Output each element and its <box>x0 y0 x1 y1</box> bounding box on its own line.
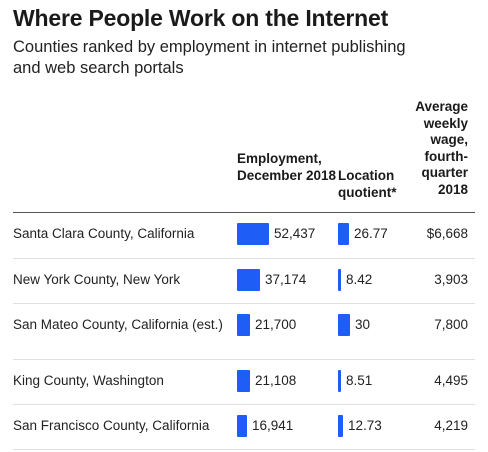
employment-value: 37,174 <box>265 272 307 287</box>
row-divider <box>13 258 475 259</box>
employment-bar <box>237 370 250 392</box>
wage-column-header: Average weekly wage, fourth-quarter 2018 <box>415 99 468 197</box>
location-quotient-bar <box>338 314 350 336</box>
wage-value: 4,495 <box>434 373 468 388</box>
employment-value: 16,941 <box>252 418 294 433</box>
county-name: San Mateo County, California (est.) <box>13 317 223 332</box>
wage-value: 4,219 <box>434 418 468 433</box>
employment-bar <box>237 314 250 336</box>
employment-value: 21,700 <box>255 317 297 332</box>
location-quotient-column-header: Location quotient* <box>338 168 397 200</box>
employment-bar <box>237 269 260 291</box>
location-quotient-value: 12.73 <box>348 418 382 433</box>
wage-value: $6,668 <box>426 226 468 241</box>
location-quotient-value: 8.42 <box>346 272 373 287</box>
row-divider <box>13 449 475 450</box>
employment-bar <box>237 223 269 245</box>
chart-subtitle: Counties ranked by employment in interne… <box>13 38 406 77</box>
county-name: King County, Washington <box>13 373 164 388</box>
employment-value: 52,437 <box>274 226 316 241</box>
location-quotient-value: 8.51 <box>346 373 373 388</box>
location-quotient-value: 26.77 <box>354 226 388 241</box>
county-name: Santa Clara County, California <box>13 226 195 241</box>
header-rule <box>13 212 475 213</box>
employment-value: 21,108 <box>255 373 297 388</box>
location-quotient-bar <box>338 223 349 245</box>
wage-value: 7,800 <box>434 317 468 332</box>
chart-title: Where People Work on the Internet <box>13 5 389 31</box>
location-quotient-value: 30 <box>355 317 371 332</box>
county-name: San Francisco County, California <box>13 418 210 433</box>
employment-bar <box>237 415 247 437</box>
row-divider <box>13 303 475 304</box>
location-quotient-bar <box>338 269 341 291</box>
row-divider <box>13 359 475 360</box>
location-quotient-bar <box>338 370 341 392</box>
employment-column-header: Employment, December 2018 <box>237 151 337 183</box>
county-name: New York County, New York <box>13 272 181 287</box>
row-divider <box>13 404 475 405</box>
location-quotient-bar <box>338 415 343 437</box>
wage-value: 3,903 <box>434 272 468 287</box>
